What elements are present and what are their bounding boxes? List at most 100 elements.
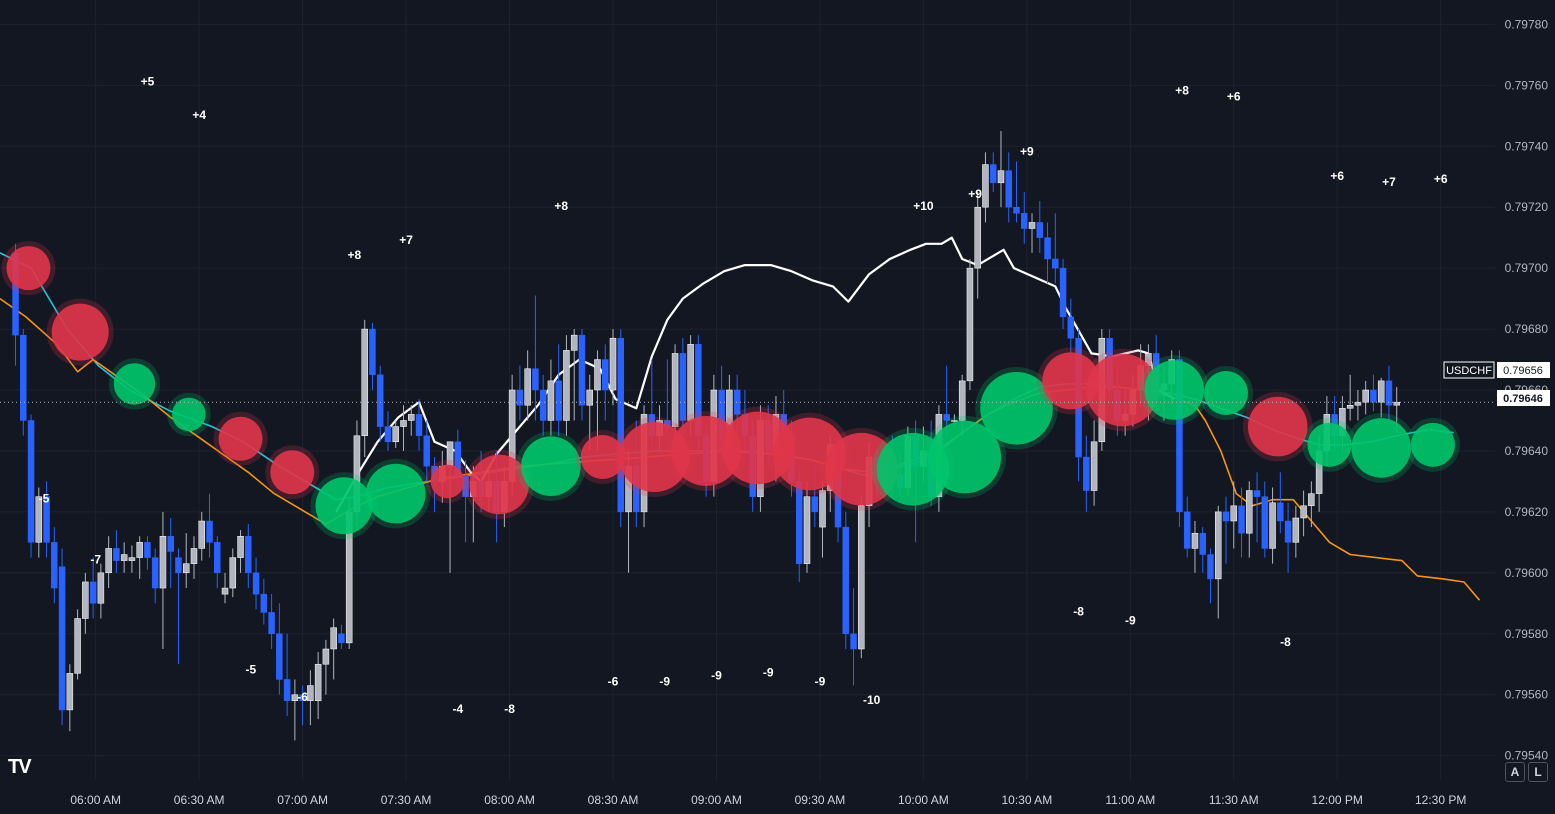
candle-body[interactable] <box>803 496 811 564</box>
candle-body[interactable] <box>1269 502 1276 549</box>
volume-bubble[interactable] <box>1086 353 1159 427</box>
candle-body[interactable] <box>1067 316 1075 339</box>
volume-bubble[interactable] <box>469 454 529 515</box>
candle-body[interactable] <box>182 563 190 574</box>
candle-body[interactable] <box>1377 380 1385 403</box>
candle-body[interactable] <box>539 389 547 421</box>
candle-body[interactable] <box>1253 490 1261 497</box>
candle-body[interactable] <box>1052 258 1059 269</box>
candle-body[interactable] <box>74 618 81 674</box>
candle-body[interactable] <box>997 170 1005 184</box>
volume-bubble[interactable] <box>1351 418 1411 478</box>
volume-bubble[interactable] <box>315 477 373 535</box>
candle-body[interactable] <box>415 414 423 436</box>
candle-body[interactable] <box>1207 554 1214 580</box>
candle-body[interactable] <box>951 420 958 422</box>
candle-body[interactable] <box>1214 511 1222 580</box>
candle-body[interactable] <box>291 694 299 702</box>
volume-bubble[interactable] <box>521 436 581 496</box>
candle-body[interactable] <box>105 548 112 574</box>
candle-body[interactable] <box>330 627 337 650</box>
candle-body[interactable] <box>151 557 159 589</box>
candle-body[interactable] <box>167 536 174 552</box>
candle-body[interactable] <box>408 414 415 421</box>
volume-bubble[interactable] <box>1410 422 1455 467</box>
candle-body[interactable] <box>229 557 237 589</box>
candle-body[interactable] <box>1292 517 1300 543</box>
candle-body[interactable] <box>1028 222 1036 229</box>
volume-bubble[interactable] <box>1204 371 1249 416</box>
candle-body[interactable] <box>532 368 539 391</box>
candle-body[interactable] <box>943 414 950 421</box>
candle-body[interactable] <box>43 496 50 543</box>
candle-body[interactable] <box>51 542 58 589</box>
candle-body[interactable] <box>35 496 43 543</box>
candle-body[interactable] <box>842 526 850 634</box>
candle-body[interactable] <box>733 389 741 415</box>
candle-body[interactable] <box>850 633 857 650</box>
candle-body[interactable] <box>555 380 562 421</box>
candle-body[interactable] <box>811 496 818 513</box>
candle-body[interactable] <box>966 267 974 382</box>
candle-body[interactable] <box>1284 520 1292 543</box>
candle-body[interactable] <box>1005 170 1012 208</box>
candle-body[interactable] <box>1176 359 1183 513</box>
candle-body[interactable] <box>268 612 275 634</box>
candle-body[interactable] <box>958 380 966 421</box>
candle-body[interactable] <box>384 426 392 443</box>
candle-body[interactable] <box>322 648 330 665</box>
candle-body[interactable] <box>299 694 306 702</box>
candle-body[interactable] <box>392 426 399 443</box>
volume-bubbles[interactable] <box>1 241 1460 540</box>
candle-body[interactable] <box>82 581 89 619</box>
candle-body[interactable] <box>1346 404 1354 409</box>
candle-body[interactable] <box>570 334 578 351</box>
candle-body[interactable] <box>1044 237 1051 260</box>
candle-body[interactable] <box>671 353 679 427</box>
candle-body[interactable] <box>1308 493 1315 507</box>
candle-body[interactable] <box>586 389 593 406</box>
volume-bubble[interactable] <box>51 303 109 361</box>
candle-body[interactable] <box>1083 456 1090 491</box>
candle-body[interactable] <box>214 542 221 574</box>
candle-body[interactable] <box>524 368 531 406</box>
candle-body[interactable] <box>20 334 27 421</box>
candle-body[interactable] <box>376 374 384 427</box>
candle-body[interactable] <box>1238 505 1245 534</box>
candle-body[interactable] <box>283 679 291 702</box>
candle-body[interactable] <box>1277 502 1284 522</box>
volume-bubble[interactable] <box>619 422 690 493</box>
candle-body[interactable] <box>1059 267 1067 318</box>
log-scale-button[interactable]: L <box>1528 762 1548 782</box>
price-axis[interactable]: 0.79780 0.79760 0.79740 0.79720 0.79700 0.796… <box>1505 17 1549 762</box>
candle-body[interactable] <box>609 337 617 391</box>
candle-body[interactable] <box>1370 389 1377 403</box>
candle-body[interactable] <box>159 536 167 589</box>
volume-bubble[interactable] <box>1247 396 1308 457</box>
volume-bubble[interactable] <box>928 420 1002 494</box>
volume-bubble[interactable] <box>580 435 625 480</box>
candle-body[interactable] <box>1021 213 1028 229</box>
candle-body[interactable] <box>144 542 151 558</box>
candle-body[interactable] <box>1199 532 1206 555</box>
candle-body[interactable] <box>206 520 213 543</box>
candle-body[interactable] <box>1354 401 1362 406</box>
candle-body[interactable] <box>190 548 198 564</box>
candle-body[interactable] <box>128 557 136 561</box>
candle-body[interactable] <box>547 380 555 421</box>
candle-body[interactable] <box>819 490 826 528</box>
volume-bubble[interactable] <box>113 363 156 405</box>
volume-bubble[interactable] <box>270 450 315 495</box>
candle-body[interactable] <box>578 334 586 406</box>
volume-bubble[interactable] <box>671 415 742 486</box>
candle-body[interactable] <box>1090 441 1098 491</box>
volume-bubble[interactable] <box>825 432 898 506</box>
candle-body[interactable] <box>974 206 981 269</box>
candle-body[interactable] <box>252 572 260 595</box>
candle-body[interactable] <box>198 520 205 549</box>
volume-bubble[interactable] <box>1144 360 1205 420</box>
candle-body[interactable] <box>594 359 601 391</box>
volume-bubble[interactable] <box>430 464 465 499</box>
candle-body[interactable] <box>1013 206 1020 214</box>
